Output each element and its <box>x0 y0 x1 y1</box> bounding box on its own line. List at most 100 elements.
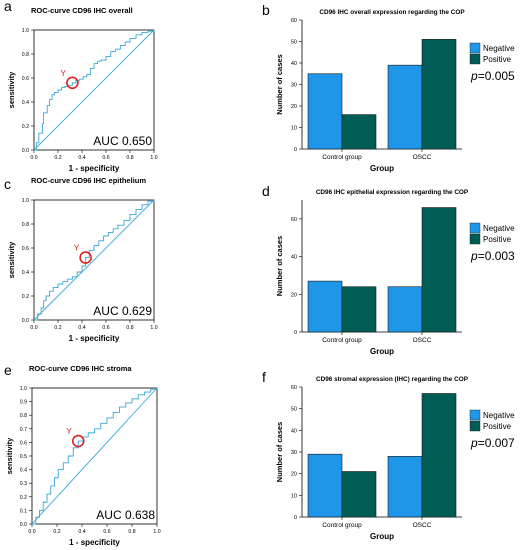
panel-label-c: c <box>4 176 11 192</box>
x-tick-label: 0.8 <box>126 155 133 161</box>
optimal-cutoff-label: Y <box>66 426 72 436</box>
bar-positive-oscc <box>421 393 457 518</box>
y-tick-label: 0.4 <box>22 100 29 106</box>
y-tick-label: 0.5 <box>20 454 27 460</box>
chart-title: CD96 IHC epithelial expression regarding… <box>316 189 469 196</box>
roc-chart-stroma: ROC-curve CD96 IHC stroma 0.0 0.1 0.2 0.3 0.4… <box>0 364 260 550</box>
x-axis-label: Group <box>370 347 394 356</box>
chart-title: ROC-curve CD96 IHC overall <box>31 6 133 15</box>
panel-label-b: b <box>262 2 270 18</box>
y-tick-label: 10 <box>291 126 297 132</box>
x-axis-label: 1 - specificity <box>69 334 120 343</box>
y-tick-label: 0.3 <box>20 481 27 487</box>
optimal-cutoff-marker <box>79 251 92 264</box>
p-value-symbol: p <box>470 249 478 263</box>
y-tick-label: 0.0 <box>22 148 29 154</box>
p-value-number: =0.003 <box>478 249 515 263</box>
x-tick-label: 0.8 <box>126 325 133 331</box>
bar-chart-epithelial-svg: CD96 IHC epithelial expression regarding… <box>275 189 515 356</box>
x-tick-label: Control group <box>322 154 362 161</box>
y-tick-label: 0.0 <box>20 522 27 528</box>
y-tick-label: 0.1 <box>20 508 27 514</box>
bar-positive-control <box>341 471 377 518</box>
x-axis-label: 1 - specificity <box>69 164 120 173</box>
y-tick-label: 0.6 <box>22 76 29 82</box>
p-value-number: =0.007 <box>478 436 515 450</box>
bar-positive-control <box>341 114 377 150</box>
panel-label-e: e <box>4 362 12 378</box>
y-tick-label: 0.8 <box>22 52 29 58</box>
chart-title: CD96 IHC overall expression regarding th… <box>319 9 465 16</box>
y-tick-label: 20 <box>291 472 297 478</box>
y-tick-label: 30 <box>291 83 297 89</box>
x-axis-label: 1 - specificity <box>69 538 120 547</box>
y-tick-label: 10 <box>291 493 297 499</box>
y-tick-label: 30 <box>291 450 297 456</box>
x-tick-label: 1.0 <box>153 529 160 535</box>
y-tick-label: 50 <box>291 40 297 46</box>
legend-label-negative: Negative <box>483 411 515 420</box>
p-value-symbol: p <box>470 436 478 450</box>
y-axis-label: Number of cases <box>275 422 284 482</box>
reference-diagonal <box>33 29 155 151</box>
p-value-symbol: p <box>470 69 478 83</box>
y-tick-label: 60 <box>291 385 297 391</box>
legend-label-negative: Negative <box>483 44 515 53</box>
plot-frame <box>33 199 155 321</box>
optimal-cutoff-marker <box>71 434 85 448</box>
bar-negative-oscc <box>387 64 423 150</box>
x-tick-label: 0.8 <box>128 529 135 535</box>
bar-negative-control <box>307 280 343 333</box>
y-tick-label: 1.0 <box>22 28 29 34</box>
x-tick-label: 0.6 <box>103 529 110 535</box>
roc-chart-stroma-svg: ROC-curve CD96 IHC stroma 0.0 0.1 0.2 0.3 0.4… <box>5 364 161 547</box>
y-tick-label: 0.6 <box>20 440 27 446</box>
y-tick-label: 0.4 <box>20 468 27 474</box>
panel-label-a: a <box>4 0 12 14</box>
panel-label-d: d <box>262 183 270 199</box>
y-tick-label: 40 <box>291 255 297 261</box>
bar-chart-overall-svg: CD96 IHC overall expression regarding th… <box>275 9 515 173</box>
y-tick-label: 60 <box>291 217 297 223</box>
p-value-annotation: p=0.003 <box>470 249 515 263</box>
plot-frame <box>33 29 155 151</box>
auc-annotation: AUC 0.638 <box>96 508 155 522</box>
y-tick-label: 0 <box>294 515 297 521</box>
x-tick-label: OSCC <box>413 154 432 161</box>
bar-negative-control <box>307 73 343 150</box>
y-tick-label: 0 <box>294 330 297 336</box>
y-axis-label: Number of cases <box>275 54 284 114</box>
roc-chart-overall: ROC-curve CD96 IHC overall 0.0 0.2 0.4 0.6 0.… <box>0 0 260 180</box>
y-tick-label: 40 <box>291 428 297 434</box>
bar-chart-overall: CD96 IHC overall expression regarding th… <box>260 0 521 180</box>
roc-curve-line <box>34 200 155 321</box>
y-axis-label: sensitivity <box>7 241 16 279</box>
y-tick-label: 0.8 <box>22 222 29 228</box>
bar-chart-stromal: CD96 stromal expression (IHC) regarding … <box>260 367 521 550</box>
optimal-cutoff-label: Y <box>60 68 66 78</box>
x-tick-label: 0.2 <box>54 325 61 331</box>
optimal-cutoff-marker <box>66 76 79 90</box>
y-tick-label: 0.7 <box>20 427 27 433</box>
chart-title: CD96 stromal expression (IHC) regarding … <box>316 376 469 383</box>
x-axis-label: Group <box>370 164 394 173</box>
y-tick-label: 50 <box>291 407 297 413</box>
auc-annotation: AUC 0.629 <box>93 304 152 318</box>
y-tick-label: 0.0 <box>22 318 29 324</box>
x-tick-label: 0.4 <box>78 529 85 535</box>
bar-negative-oscc <box>387 286 423 333</box>
optimal-cutoff-label: Y <box>74 243 80 253</box>
legend-label-positive: Positive <box>483 422 512 431</box>
chart-title: ROC-curve CD96 IHC stroma <box>29 364 132 373</box>
x-tick-label: 0.2 <box>53 529 60 535</box>
x-tick-label: 0.4 <box>78 325 85 331</box>
x-tick-label: 0.0 <box>30 155 37 161</box>
legend-swatch-positive <box>469 233 481 245</box>
x-axis-label: Group <box>370 532 394 541</box>
p-value-number: =0.005 <box>478 69 515 83</box>
y-tick-label: 0.2 <box>20 495 27 501</box>
x-tick-label: 0.0 <box>28 529 35 535</box>
y-tick-label: 0.6 <box>22 246 29 252</box>
y-axis-label: Number of cases <box>275 236 284 296</box>
p-value-annotation: p=0.007 <box>470 436 515 450</box>
